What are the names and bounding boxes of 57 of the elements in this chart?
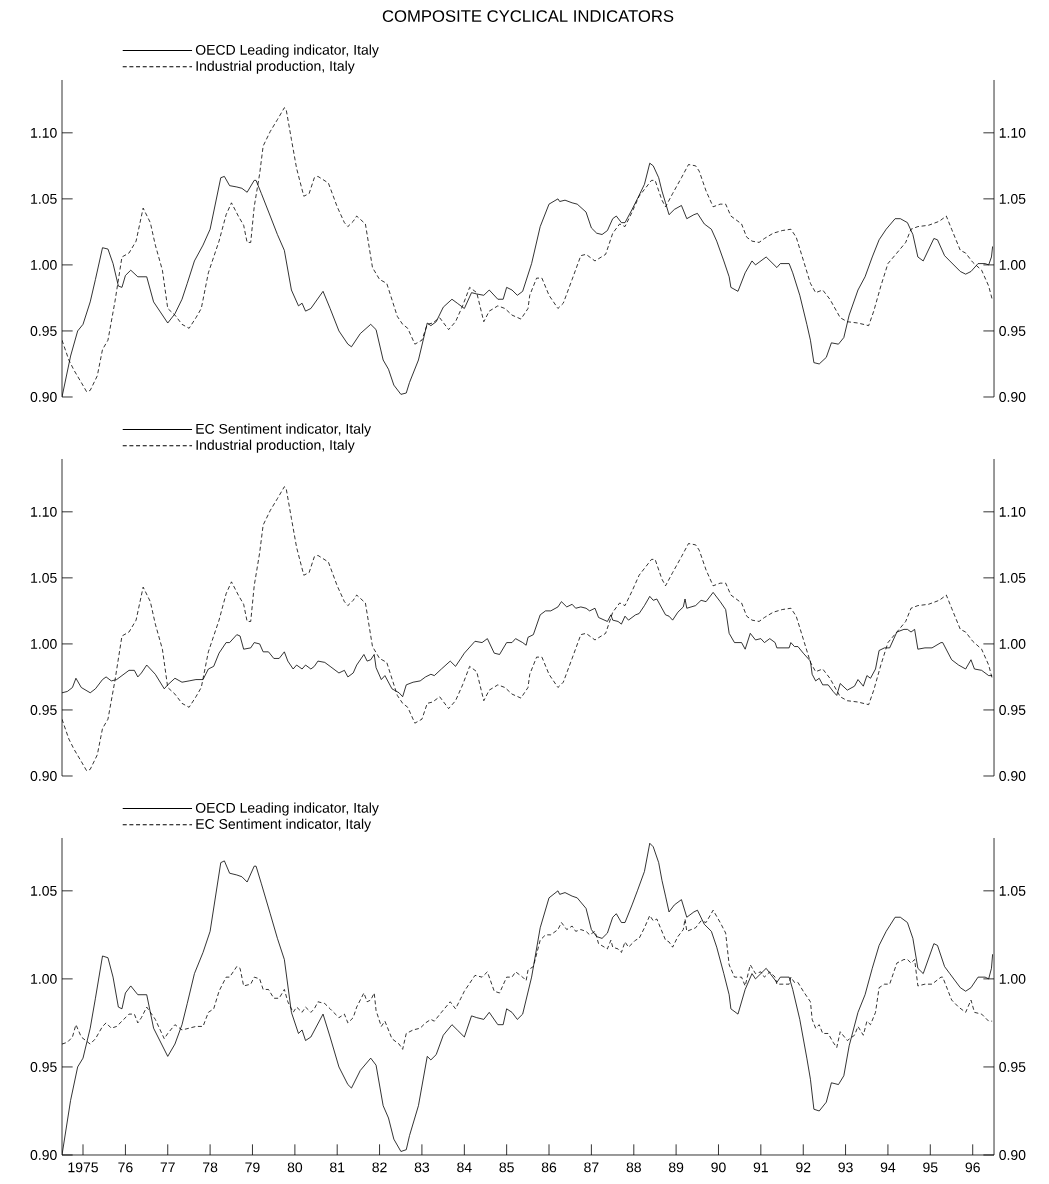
y2-tick-label: 0.95 [999, 1062, 1026, 1072]
y-tick-label: 1.10 [31, 506, 57, 517]
x-tick-label: 76 [118, 1162, 133, 1173]
legend-label: Industrial production, Italy [196, 60, 355, 74]
legend-label: OECD Leading indicator, Italy [195, 802, 379, 816]
x-tick-label: 89 [668, 1162, 684, 1173]
y2-tick-label: 1.00 [999, 259, 1026, 270]
x-tick-label: 85 [499, 1162, 514, 1173]
y2-tick-label: 0.95 [999, 326, 1026, 336]
x-tick-label: 86 [541, 1162, 557, 1173]
x-tick-label: 95 [923, 1162, 938, 1173]
legend-label: Industrial production, Italy [196, 439, 355, 453]
x-tick-label: 83 [414, 1162, 430, 1173]
legend-label: OECD Leading indicator, Italy [195, 44, 379, 58]
y-tick-label: 0.95 [30, 705, 57, 715]
x-tick-label: 79 [245, 1162, 260, 1173]
y2-tick-label: 0.90 [999, 771, 1026, 781]
y-tick-label: 1.00 [31, 638, 57, 649]
y2-tick-label: 1.10 [999, 127, 1026, 138]
legend-label: EC Sentiment indicator, Italy [196, 818, 372, 832]
chart-title: COMPOSITE CYCLICAL INDICATORS [382, 10, 674, 22]
x-tick-label: 77 [160, 1162, 175, 1173]
y2-tick-label: 1.05 [999, 885, 1026, 896]
x-tick-label: 93 [838, 1162, 853, 1173]
x-tick-label: 80 [287, 1162, 303, 1173]
y-tick-label: 1.05 [31, 193, 57, 204]
y-tick-label: 1.00 [31, 973, 57, 984]
y2-tick-label: 1.00 [999, 638, 1026, 649]
x-tick-label: 84 [457, 1162, 472, 1173]
y2-tick-label: 0.90 [999, 392, 1026, 402]
x-tick-label: 1975 [68, 1162, 98, 1173]
y-tick-label: 0.95 [30, 1062, 57, 1072]
y2-tick-label: 0.90 [999, 1150, 1026, 1160]
y-tick-label: 0.90 [30, 1150, 57, 1160]
x-tick-label: 92 [796, 1162, 811, 1173]
x-tick-label: 91 [753, 1162, 768, 1173]
legend-label: EC Sentiment indicator, Italy [196, 423, 372, 437]
y-tick-label: 1.05 [31, 885, 57, 896]
x-tick-label: 81 [330, 1162, 345, 1173]
x-tick-label: 82 [372, 1162, 387, 1173]
y2-tick-label: 1.10 [999, 506, 1026, 517]
x-tick-label: 88 [626, 1162, 641, 1173]
x-tick-label: 90 [711, 1162, 726, 1173]
y-tick-label: 0.90 [30, 771, 57, 781]
x-tick-label: 94 [880, 1162, 896, 1173]
x-tick-label: 78 [203, 1162, 218, 1173]
y-tick-label: 1.10 [31, 127, 57, 138]
y2-tick-label: 1.00 [999, 973, 1026, 984]
y-tick-label: 1.05 [31, 572, 57, 583]
y-tick-label: 1.00 [31, 259, 57, 270]
y2-tick-label: 1.05 [999, 572, 1026, 583]
x-tick-label: 87 [584, 1162, 599, 1173]
y-tick-label: 0.90 [30, 392, 57, 402]
y2-tick-label: 1.05 [999, 193, 1026, 204]
y2-tick-label: 0.95 [999, 705, 1026, 715]
x-tick-label: 96 [965, 1162, 980, 1173]
y-tick-label: 0.95 [30, 326, 57, 336]
